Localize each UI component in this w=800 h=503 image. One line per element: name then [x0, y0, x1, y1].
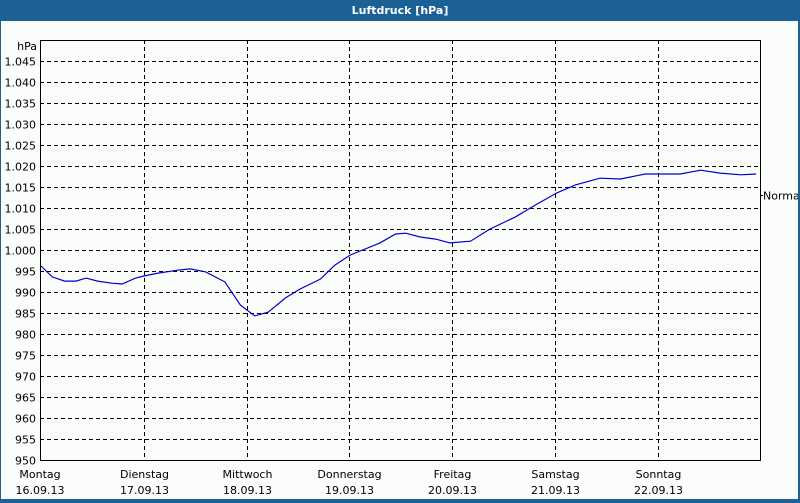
y-tick-label: 1.005: [5, 224, 37, 237]
y-tick-label: 995: [15, 266, 36, 279]
x-tick-date: 17.09.13: [120, 484, 169, 497]
plot-border: [40, 40, 761, 461]
y-tick-label: 1.015: [5, 182, 37, 195]
x-tick-day: Donnerstag: [317, 468, 381, 481]
y-tick-label: 970: [15, 371, 36, 384]
x-tick-date: 21.09.13: [531, 484, 580, 497]
x-tick-date: 18.09.13: [223, 484, 272, 497]
pressure-line: [40, 169, 757, 317]
y-tick-label: 980: [15, 329, 36, 342]
y-tick-label: 975: [15, 350, 36, 363]
y-tick-label: 960: [15, 413, 36, 426]
y-tick-label: 985: [15, 308, 36, 321]
x-tick-date: 20.09.13: [428, 484, 477, 497]
x-tick-date: 22.09.13: [634, 484, 683, 497]
y-tick-label: 1.035: [5, 98, 37, 111]
y-tick-label: 955: [15, 434, 36, 447]
chart-title: Luftdruck [hPa]: [0, 0, 800, 21]
y-axis-unit: hPa: [17, 40, 37, 53]
y-tick-label: 1.020: [5, 161, 37, 174]
y-tick-label: 1.040: [5, 77, 37, 90]
x-tick-day: Samstag: [531, 468, 579, 481]
y-tick-label: 1.000: [5, 245, 37, 258]
pressure-chart: 950 955 960 965 970 975 980 985 990 995 1.000 1.005…: [5, 40, 800, 497]
normal-label: Normal: [763, 190, 798, 203]
chart-panel: 950 955 960 965 970 975 980 985 990 995 1.000 1.005…: [1, 21, 800, 499]
y-tick-label: 965: [15, 392, 36, 405]
x-tick-day: Dienstag: [120, 468, 169, 481]
x-tick-day: Sonntag: [636, 468, 682, 481]
x-tick-day: Freitag: [434, 468, 472, 481]
y-tick-label: 1.025: [5, 140, 37, 153]
y-tick-label: 1.010: [5, 203, 37, 216]
y-tick-label: 1.030: [5, 119, 37, 132]
x-tick-date: 16.09.13: [16, 484, 65, 497]
x-tick-date: 19.09.13: [325, 484, 374, 497]
y-tick-label: 950: [15, 455, 36, 468]
y-tick-label: 990: [15, 287, 36, 300]
x-tick-day: Montag: [19, 468, 60, 481]
x-tick-day: Mittwoch: [223, 468, 273, 481]
y-tick-label: 1.045: [5, 56, 37, 69]
